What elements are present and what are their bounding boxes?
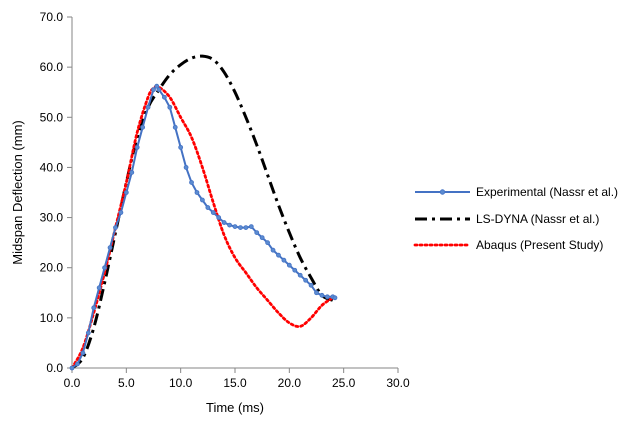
lsdyna-series-line [70,54,334,370]
experimental-data-point [221,220,227,225]
x-tick-label: 0.0 [64,376,81,390]
y-tick-label: 50.0 [40,110,64,124]
experimental-data-point [102,265,107,271]
experimental-data-point [216,215,222,220]
experimental-data-point [123,190,129,195]
experimental-data-point [183,165,189,170]
experimental-data-point [69,365,75,371]
experimental-data-point [319,292,325,298]
experimental-data-point [151,87,156,93]
experimental-data-point [265,240,271,246]
experimental-data-point [75,361,80,367]
x-tick-label: 30.0 [386,376,410,390]
experimental-data-point [199,197,205,203]
y-tick-label: 70.0 [40,10,64,24]
y-tick-label: 40.0 [40,160,64,174]
experimental-data-point [96,285,102,291]
x-tick-label: 10.0 [169,376,193,390]
experimental-data-point [254,230,260,236]
experimental-data-point [297,272,303,278]
experimental-data-point [167,104,173,110]
x-tick-label: 5.0 [118,376,135,390]
experimental-data-point [259,235,265,241]
experimental-data-point [80,350,86,356]
experimental-data-point [205,205,211,210]
experimental-data-point [91,305,97,311]
legend-label-lsdyna: LS-DYNA (Nassr et al.) [476,212,599,226]
experimental-data-point [286,262,292,268]
experimental-data-point [303,277,309,283]
experimental-data-point [194,190,200,195]
experimental-data-point [154,83,160,89]
y-tick-label: 20.0 [40,261,64,275]
y-tick-label: 30.0 [40,211,64,225]
y-tick-label: 60.0 [40,60,64,74]
legend-label-experimental: Experimental (Nassr et al.) [476,185,618,199]
abaqus-series-line [70,85,335,370]
y-axis-title: Midspan Deflection (mm) [10,120,25,265]
experimental-data-point [134,144,140,150]
experimental-data-point [161,94,167,100]
legend-label-abaqus: Abaqus (Present Study) [476,238,603,252]
series-group [69,54,338,371]
experimental-data-point [118,210,124,215]
experimental-data-point [145,104,151,110]
experimental-data-point [178,144,184,150]
experimental-data-point [227,222,232,228]
y-tick-label: 10.0 [40,311,64,325]
experimental-data-point [156,87,162,93]
experimental-data-point [232,224,238,229]
experimental-data-point [243,225,249,231]
legend-marker-experimental [439,189,446,195]
experimental-data-point [107,245,113,251]
plot-area: 0.0 5.0 10.0 15.0 20.0 25.0 30.0 0.0 10.0 20.0 30.… [40,10,410,390]
legend: Experimental (Nassr et al.) LS-DYNA (Nass… [413,185,618,252]
experimental-data-point [172,124,178,130]
x-tick-label: 15.0 [223,376,247,390]
experimental-data-point [332,295,338,301]
experimental-data-point [281,257,287,263]
experimental-data-point [189,180,194,185]
experimental-data-point [129,170,135,175]
y-tick-label: 0.0 [46,361,63,375]
x-axis-title: Time (ms) [206,400,264,415]
experimental-data-point [292,267,298,273]
x-tick-label: 25.0 [332,376,356,390]
experimental-data-point [238,225,243,231]
experimental-data-point [113,225,118,231]
experimental-data-point [314,290,319,296]
experimental-data-point [308,282,314,288]
experimental-data-point [324,294,330,300]
experimental-data-point [140,124,146,130]
experimental-data-point [248,224,254,229]
experimental-data-point [210,210,216,215]
x-tick-label: 20.0 [278,376,302,390]
experimental-data-point [276,252,281,258]
experimental-data-point [270,247,276,253]
experimental-data-point [85,330,91,336]
